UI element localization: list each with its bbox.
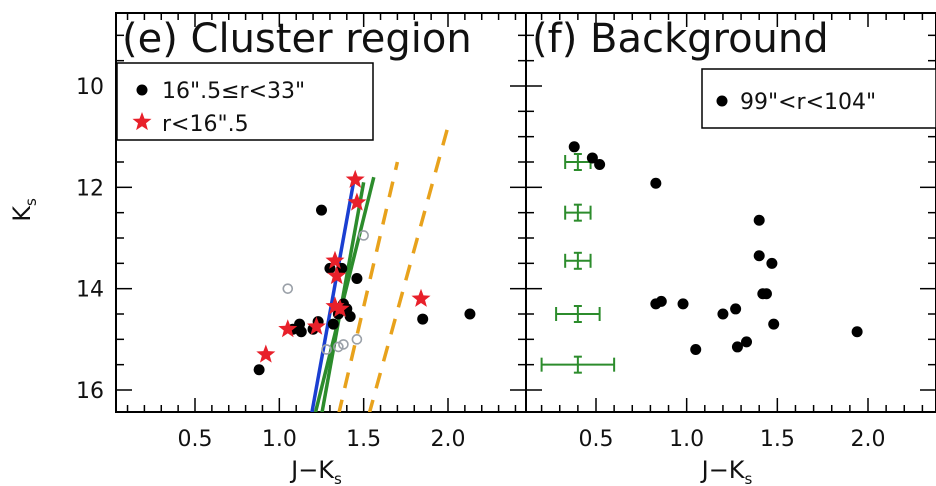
x-tick-label: 0.5 [178, 427, 213, 452]
data-point [253, 364, 265, 376]
panel-background: 0.5 1.0 1.5 2.0 J−Ks (f) Background 99"<r<104" [525, 12, 936, 486]
legend-label: r<16".5 [162, 112, 249, 137]
data-point [766, 257, 778, 269]
y-axis-label: Ks [8, 198, 40, 222]
data-point [731, 341, 743, 353]
legend-marker [136, 84, 148, 96]
data-point [717, 308, 729, 320]
data-point-star [278, 319, 298, 338]
data-point [316, 204, 327, 216]
data-point [741, 336, 753, 348]
isochrone-line [367, 126, 450, 412]
x-axis-label: J−Ks [289, 456, 342, 486]
data-point-open [338, 339, 349, 350]
data-point-open [358, 230, 369, 241]
x-tick-label: 2.0 [851, 427, 886, 452]
legend: 99"<r<104" [701, 68, 936, 129]
x-tick-label: 1.0 [262, 427, 297, 452]
data-point [568, 141, 580, 153]
data-point [351, 273, 363, 285]
data-point-star [327, 266, 347, 285]
data-point [594, 159, 606, 171]
data-point-open [282, 283, 294, 294]
plot-content-background [540, 141, 863, 374]
data-point [730, 303, 742, 315]
data-point-star [347, 192, 367, 211]
data-point [417, 313, 429, 325]
plot-content-cluster [253, 126, 476, 412]
x-tick-label: 1.5 [346, 427, 381, 452]
data-point-star [330, 298, 350, 318]
data-point [768, 318, 780, 330]
x-tick-label: 1.5 [760, 427, 795, 452]
data-point [655, 295, 667, 307]
y-tick-label: 12 [76, 176, 104, 201]
legend-marker [716, 95, 728, 107]
isochrone-line [337, 161, 400, 412]
x-tick-label: 2.0 [431, 427, 466, 452]
legend-label: 99"<r<104" [740, 90, 876, 115]
data-point [677, 298, 689, 310]
panel-title: (f) Background [532, 16, 829, 62]
data-point-open [321, 344, 332, 355]
data-point-star [345, 169, 365, 188]
y-tick-label: 16 [76, 379, 104, 404]
x-tick-label: 0.5 [579, 427, 614, 452]
data-point-star [411, 288, 431, 307]
data-point [344, 311, 356, 323]
data-point [327, 318, 339, 330]
data-point-star [306, 316, 326, 335]
y-tick-label: 10 [76, 75, 104, 100]
data-point [690, 343, 702, 355]
legend-box [701, 68, 936, 129]
legend-marker-star [132, 112, 152, 131]
data-point-star [325, 296, 345, 315]
panel-title: (e) Cluster region [122, 16, 472, 62]
data-point-star [256, 344, 276, 363]
data-point [295, 326, 307, 338]
legend: 16".5≤r<33" r<16".5 [116, 62, 374, 141]
data-point [753, 214, 765, 226]
x-tick-label: 1.0 [669, 427, 704, 452]
data-point-open [351, 334, 363, 345]
data-point-open [333, 341, 344, 353]
y-tick-label: 14 [76, 278, 104, 303]
data-point [753, 250, 765, 262]
panel-cluster-region: 0.5 1.0 1.5 2.0 10 12 14 16 J−Ks Ks (e) Cluster re… [8, 12, 527, 486]
data-point-star [325, 250, 345, 269]
data-point [464, 308, 476, 320]
data-point [650, 177, 662, 189]
data-point [760, 288, 772, 300]
legend-box [116, 62, 374, 141]
isochrone-line [310, 181, 356, 412]
data-point [586, 152, 598, 164]
data-point [851, 326, 863, 338]
legend-label: 16".5≤r<33" [162, 79, 305, 104]
x-axis-label: J−Ks [700, 456, 753, 486]
